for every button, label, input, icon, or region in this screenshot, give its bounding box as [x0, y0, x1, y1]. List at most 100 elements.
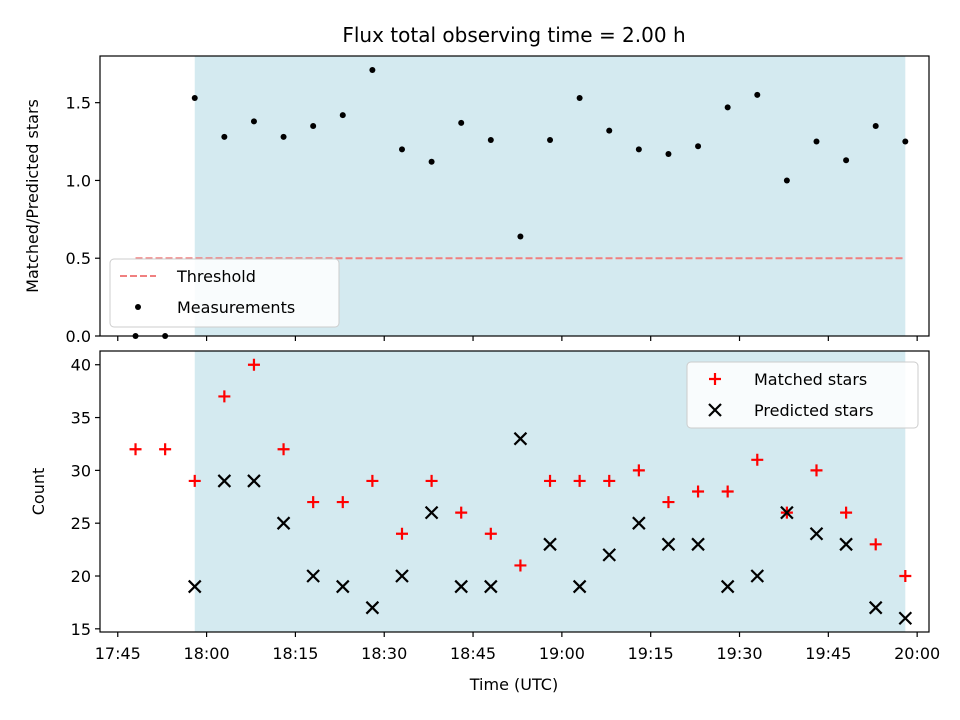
- measurement-point: [339, 112, 346, 119]
- x-tick-label: 18:00: [184, 644, 230, 663]
- x-axis-label: Time (UTC): [469, 675, 558, 694]
- matched-point: [159, 443, 172, 456]
- ratio-panel: 0.0 0.5 1.0 1.5 Matched/Predicted stars Thres…: [23, 55, 930, 346]
- measurement-point: [458, 119, 465, 126]
- measurement-point: [250, 118, 257, 125]
- y-tick-label: 15: [71, 620, 91, 639]
- x-tick-label: 17:45: [95, 644, 141, 663]
- predicted-point: [276, 516, 291, 530]
- predicted-point: [424, 505, 439, 520]
- measurement-point: [813, 138, 820, 145]
- matched-point: [840, 506, 853, 519]
- measurement-point: [635, 146, 642, 153]
- predicted-point: [661, 537, 676, 552]
- legend-label: Measurements: [177, 298, 295, 317]
- x-tick-label: 20:00: [894, 644, 940, 663]
- matched-point: [218, 390, 231, 403]
- matched-point: [395, 527, 408, 540]
- measurement-point: [843, 157, 850, 164]
- x-tick-label: 18:30: [361, 644, 407, 663]
- x-tick-label: 18:45: [450, 644, 496, 663]
- matched-point: [692, 485, 705, 498]
- predicted-point: [513, 431, 528, 446]
- predicted-point: [780, 505, 794, 520]
- x-tick-label: 18:15: [272, 644, 318, 663]
- matched-point: [366, 474, 379, 487]
- matched-point: [899, 570, 912, 583]
- measurement-point: [547, 137, 554, 143]
- y-tick-label: 35: [71, 409, 91, 428]
- legend-predicted-swatch: [708, 403, 722, 417]
- y-tick-label: 0.0: [66, 327, 91, 346]
- measurement-point: [369, 67, 376, 73]
- predicted-stars-series: [187, 431, 913, 626]
- matched-point: [751, 453, 764, 466]
- legend-label: Predicted stars: [754, 401, 874, 420]
- predicted-point: [898, 611, 913, 626]
- measurement-point: [665, 151, 672, 157]
- matched-point: [455, 506, 468, 519]
- y-tick-label: 0.5: [66, 249, 91, 268]
- measurement-point: [398, 146, 405, 153]
- x-tick-label: 19:00: [539, 644, 585, 663]
- matched-point: [307, 496, 320, 509]
- matched-point: [336, 496, 349, 509]
- y-axis-label: Count: [29, 468, 48, 516]
- matched-point: [632, 464, 645, 477]
- matched-point: [662, 496, 675, 509]
- predicted-point: [187, 579, 202, 594]
- predicted-point: [691, 537, 705, 552]
- measurement-point: [428, 158, 435, 165]
- matched-point: [188, 474, 201, 487]
- matched-point: [129, 443, 142, 456]
- measurements-series: [132, 67, 909, 339]
- predicted-point: [720, 579, 735, 594]
- predicted-point: [572, 579, 587, 594]
- predicted-point: [454, 579, 468, 594]
- measurement-point: [280, 133, 287, 140]
- legend-label: Matched stars: [754, 370, 867, 389]
- legend: Matched stars Predicted stars: [686, 361, 919, 429]
- predicted-point: [247, 474, 261, 488]
- x-tick-label: 19:45: [805, 644, 851, 663]
- axes-frame: [99, 350, 930, 633]
- legend-label: Threshold: [176, 267, 256, 286]
- matched-point: [514, 559, 527, 572]
- measurement-point: [902, 138, 909, 145]
- matched-point: [573, 474, 586, 487]
- y-tick-label: 20: [71, 567, 91, 586]
- predicted-point: [543, 537, 557, 552]
- measurement-point: [724, 104, 731, 111]
- measurement-point: [191, 95, 198, 101]
- y-axis-label: Matched/Predicted stars: [23, 99, 42, 293]
- y-tick-label: 40: [71, 356, 91, 375]
- figure-title: Flux total observing time = 2.00 h: [342, 23, 685, 47]
- measurement-point: [695, 143, 702, 150]
- x-tick-label: 19:15: [628, 644, 674, 663]
- predicted-point: [484, 579, 498, 594]
- legend-matched-swatch: [709, 373, 721, 385]
- matched-point: [544, 474, 557, 487]
- measurement-point: [517, 233, 524, 240]
- legend-measurement-swatch: [135, 304, 141, 310]
- matched-point: [277, 443, 290, 456]
- predicted-point: [632, 516, 646, 530]
- measurement-point: [783, 177, 790, 184]
- measurement-point: [576, 95, 583, 101]
- predicted-point: [336, 579, 350, 594]
- measurement-point: [487, 137, 494, 143]
- predicted-point: [365, 600, 380, 615]
- count-panel: 15 20 25 30 35 40 17:45 18:00 18:15 18:30 18:45 19:…: [29, 350, 940, 663]
- measurement-point: [310, 123, 317, 129]
- y-tick-label: 25: [71, 514, 91, 533]
- predicted-point: [839, 537, 853, 552]
- matched-point: [721, 485, 734, 498]
- measurement-point: [872, 123, 879, 129]
- legend-box: [686, 361, 919, 429]
- predicted-point: [217, 474, 232, 488]
- legend: Threshold Measurements: [109, 258, 340, 328]
- y-tick-label: 30: [71, 461, 91, 480]
- predicted-point: [395, 569, 409, 583]
- predicted-point: [602, 548, 617, 562]
- legend-box: [109, 258, 340, 328]
